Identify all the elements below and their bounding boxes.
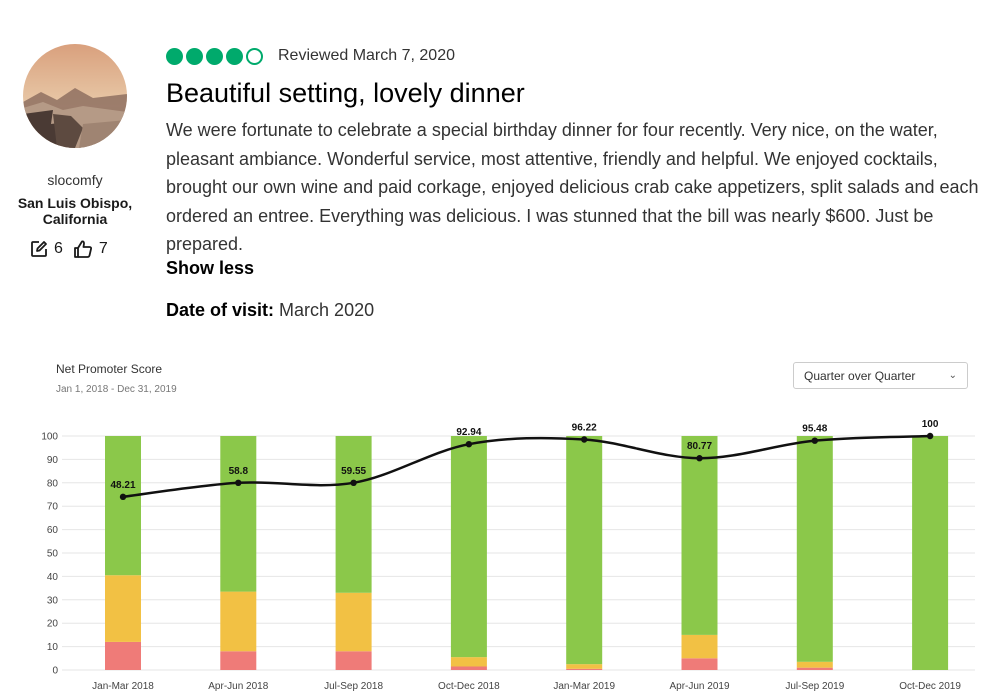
y-tick-label: 20 xyxy=(47,619,59,630)
bar-segment xyxy=(335,592,372,652)
nps-data-label: 96.22 xyxy=(572,423,597,434)
reviewer-username[interactable]: slocomfy xyxy=(47,172,103,188)
bar-segment xyxy=(450,666,487,670)
y-tick-label: 60 xyxy=(47,525,59,536)
rating-bubble-filled xyxy=(206,47,223,65)
y-tick-label: 90 xyxy=(47,455,59,466)
nps-point xyxy=(811,437,818,444)
nps-point xyxy=(235,479,242,486)
bar-segment xyxy=(566,668,603,670)
rating-bubble-filled xyxy=(186,47,203,65)
nps-chart: 0 10 20 30 40 50 60 70 80 90 100 Jan-Mar 2018 Apr-Ju… xyxy=(41,419,975,692)
bar-segment xyxy=(681,658,718,670)
bar-segment xyxy=(105,575,141,642)
date-of-visit: Date of visit: March 2020 xyxy=(166,300,374,321)
bar-segment xyxy=(681,634,718,659)
y-tick-label: 100 xyxy=(41,432,58,443)
bar-segment xyxy=(335,651,372,670)
chevron-down-icon: ⌄ xyxy=(948,370,957,381)
x-tick-label: Apr-Jun 2019 xyxy=(669,681,729,692)
x-tick-label: Oct-Dec 2018 xyxy=(438,681,500,692)
bar-segment xyxy=(796,661,833,668)
x-tick-label: Jan-Mar 2018 xyxy=(92,681,154,692)
reviewer-stats: 6 7 xyxy=(30,238,118,260)
bar-segment xyxy=(796,436,833,662)
bar-segment xyxy=(796,667,833,670)
y-tick-label: 70 xyxy=(47,502,59,513)
avatar[interactable] xyxy=(23,44,127,148)
nps-data-label: 95.48 xyxy=(802,424,827,435)
rating-bubble-filled xyxy=(166,47,183,65)
bar-segment xyxy=(450,436,487,658)
bar-segment xyxy=(220,436,257,592)
y-tick-label: 40 xyxy=(47,572,59,583)
bar-segment xyxy=(450,657,487,667)
bar-segment xyxy=(566,436,603,665)
bar-segment xyxy=(335,436,372,593)
x-tick-label: Apr-Jun 2018 xyxy=(208,681,268,692)
show-less-button[interactable]: Show less xyxy=(166,258,255,278)
y-tick-label: 10 xyxy=(47,642,59,653)
nps-data-label: 92.94 xyxy=(456,427,481,438)
nps-point xyxy=(350,479,357,486)
bar-segment xyxy=(105,641,141,670)
nps-point xyxy=(465,440,473,448)
bar-segment xyxy=(220,651,257,670)
x-tick-label: Jul-Sep 2019 xyxy=(785,681,844,692)
review-title[interactable]: Beautiful setting, lovely dinner xyxy=(166,78,525,108)
nps-point xyxy=(119,493,127,501)
y-tick-label: 30 xyxy=(47,595,59,606)
y-tick-label: 50 xyxy=(47,549,59,560)
contributions-count: 6 xyxy=(54,240,63,257)
period-select-value: Quarter over Quarter xyxy=(804,368,916,383)
date-of-visit-label: Date of visit: xyxy=(166,300,275,320)
reviewer-location: San Luis Obispo, California xyxy=(17,195,133,227)
rating-bubbles: Reviewed March 7, 2020 xyxy=(166,45,455,67)
bar-segment xyxy=(681,436,718,635)
y-tick-label: 80 xyxy=(47,478,59,489)
nps-data-label: 58.8 xyxy=(229,466,249,477)
review-date: Reviewed March 7, 2020 xyxy=(278,47,455,64)
helpful-votes-count: 7 xyxy=(98,240,108,257)
nps-data-label: 80.77 xyxy=(687,441,712,452)
date-of-visit-value: March 2020 xyxy=(279,300,375,320)
nps-data-label: 100 xyxy=(922,419,939,430)
x-tick-label: Jul-Sep 2018 xyxy=(324,681,383,692)
nps-point xyxy=(696,455,703,462)
nps-data-label: 48.21 xyxy=(110,480,135,491)
rating-bubble-filled xyxy=(226,47,243,65)
chart-title: Net Promoter Score xyxy=(56,362,163,376)
y-tick-label: 0 xyxy=(52,666,58,677)
chart-date-range: Jan 1, 2018 - Dec 31, 2019 xyxy=(56,384,177,395)
nps-point xyxy=(926,432,934,440)
bar-segment xyxy=(220,591,257,652)
nps-data-label: 59.55 xyxy=(341,466,366,477)
bar-segment xyxy=(566,664,603,669)
avatar-image xyxy=(23,44,127,148)
x-tick-label: Oct-Dec 2019 xyxy=(899,681,961,692)
nps-line xyxy=(122,434,931,499)
rating-bubble-empty xyxy=(246,47,263,65)
review-body: We were fortunate to celebrate a special… xyxy=(166,120,979,254)
bar-segment xyxy=(105,436,141,576)
nps-point xyxy=(581,436,588,443)
thumbs-up-icon xyxy=(74,240,92,258)
period-select[interactable]: Quarter over Quarter ⌄ xyxy=(793,362,968,389)
pencil-square-icon xyxy=(31,241,47,257)
x-tick-label: Jan-Mar 2019 xyxy=(553,681,615,692)
bar-segment xyxy=(912,436,949,670)
